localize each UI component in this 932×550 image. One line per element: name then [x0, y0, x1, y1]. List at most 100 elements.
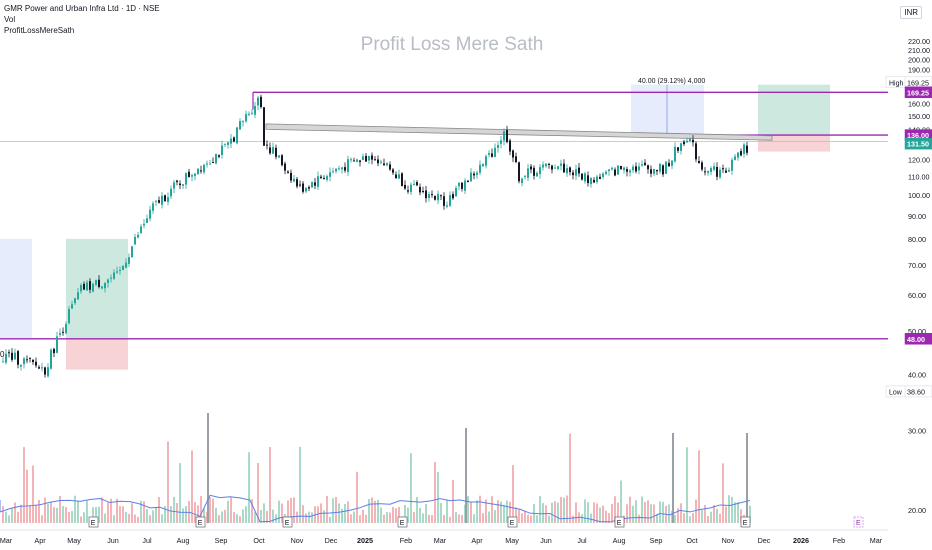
candle-body [8, 352, 10, 354]
candle-body [32, 359, 34, 362]
candle-body [143, 223, 145, 226]
time-axis-tick: Nov [722, 536, 735, 545]
candle-body [182, 184, 184, 186]
candle-body [62, 331, 64, 333]
volume-bar [272, 509, 274, 523]
candle-body [494, 147, 496, 158]
volume-bar [431, 515, 433, 523]
candle-body [587, 175, 589, 184]
volume-bar [626, 504, 628, 523]
candle-body [5, 353, 7, 363]
volume-bar [443, 514, 445, 523]
candle-body [641, 164, 643, 166]
candle-body [506, 130, 508, 142]
volume-bar [317, 506, 319, 523]
volume-bar [119, 506, 121, 523]
price-axis-tick: 100.00 [908, 191, 930, 200]
candle-body [743, 144, 745, 154]
profitloss-indicator-label[interactable]: ProfitLossMereSath [4, 26, 75, 35]
candle-body [584, 173, 586, 182]
currency-button[interactable]: INR [900, 6, 922, 19]
volume-bar [668, 504, 670, 523]
volume-bar [569, 433, 571, 523]
candle-body [488, 153, 490, 155]
volume-bar [419, 507, 421, 523]
volume-bar [44, 497, 46, 523]
volume-bar [563, 497, 565, 523]
time-axis-tick: Feb [833, 536, 845, 545]
candle-body [68, 309, 70, 324]
earnings-marker-box [195, 516, 206, 528]
candle-body [551, 165, 553, 170]
candle-body [125, 262, 127, 268]
time-axis-tick: Jul [142, 536, 152, 545]
candle-body [101, 286, 103, 289]
volume-bar [644, 502, 646, 523]
candle-body [59, 333, 61, 335]
volume-bar [551, 502, 553, 523]
earnings-marker: E [198, 520, 203, 527]
volume-bar [263, 503, 265, 523]
candle-body [50, 349, 52, 369]
candle-body [563, 163, 565, 173]
candle-body [605, 171, 607, 174]
volume-bar [737, 502, 739, 523]
volume-bar [422, 513, 424, 523]
volume-bar [632, 505, 634, 523]
candle-body [455, 187, 457, 197]
volume-bar [290, 497, 292, 523]
candle-body [656, 169, 658, 172]
volume-bar [536, 515, 538, 523]
candle-body [215, 153, 217, 164]
time-axis-tick: Mar [0, 536, 13, 545]
volume-bar [293, 497, 295, 523]
volume-bar [686, 447, 688, 523]
volume-bar [749, 505, 751, 523]
volume-bar [14, 502, 16, 523]
volume-bar [377, 499, 379, 523]
volume-bar [500, 501, 502, 523]
candle-body [371, 155, 373, 160]
price-label-value: 169.25 [907, 78, 929, 87]
volume-bar [311, 512, 313, 523]
candle-body [569, 167, 571, 173]
candle-body [47, 367, 49, 377]
volume-bar [479, 495, 481, 523]
candle-body [686, 140, 688, 143]
volume-bar [575, 502, 577, 523]
candle-body [581, 173, 583, 180]
volume-bar [650, 504, 652, 523]
volume-bar [131, 503, 133, 523]
volume-bar [503, 504, 505, 523]
price-label-tag-text: High [889, 80, 904, 87]
volume-bar [257, 463, 259, 523]
time-axis-tick: 2026 [793, 536, 809, 545]
candle-body [131, 246, 133, 258]
target-zone-left [66, 238, 128, 339]
candle-body [212, 162, 214, 164]
candle-body [206, 163, 208, 165]
candle-body [419, 186, 421, 193]
volume-bar [560, 497, 562, 523]
volume-indicator-label[interactable]: Vol [4, 15, 16, 24]
volume-bar [62, 506, 64, 523]
volume-bar [149, 515, 151, 523]
candle-body [458, 182, 460, 187]
earnings-marker-box [282, 516, 293, 528]
volume-bar [218, 515, 220, 523]
candle-body [431, 194, 433, 196]
volume-bar [458, 514, 460, 523]
candle-body [473, 173, 475, 176]
volume-bar [197, 505, 199, 523]
volume-bar [170, 506, 172, 523]
candle-body [434, 196, 436, 200]
volume-bar [530, 515, 532, 523]
volume-bar [83, 512, 85, 523]
candle-body [500, 140, 502, 144]
candle-body [740, 151, 742, 156]
price-axis-tick: 80.00 [908, 235, 926, 244]
candle-body [464, 180, 466, 191]
volume-bar [524, 510, 526, 523]
volume-bar [465, 428, 467, 523]
